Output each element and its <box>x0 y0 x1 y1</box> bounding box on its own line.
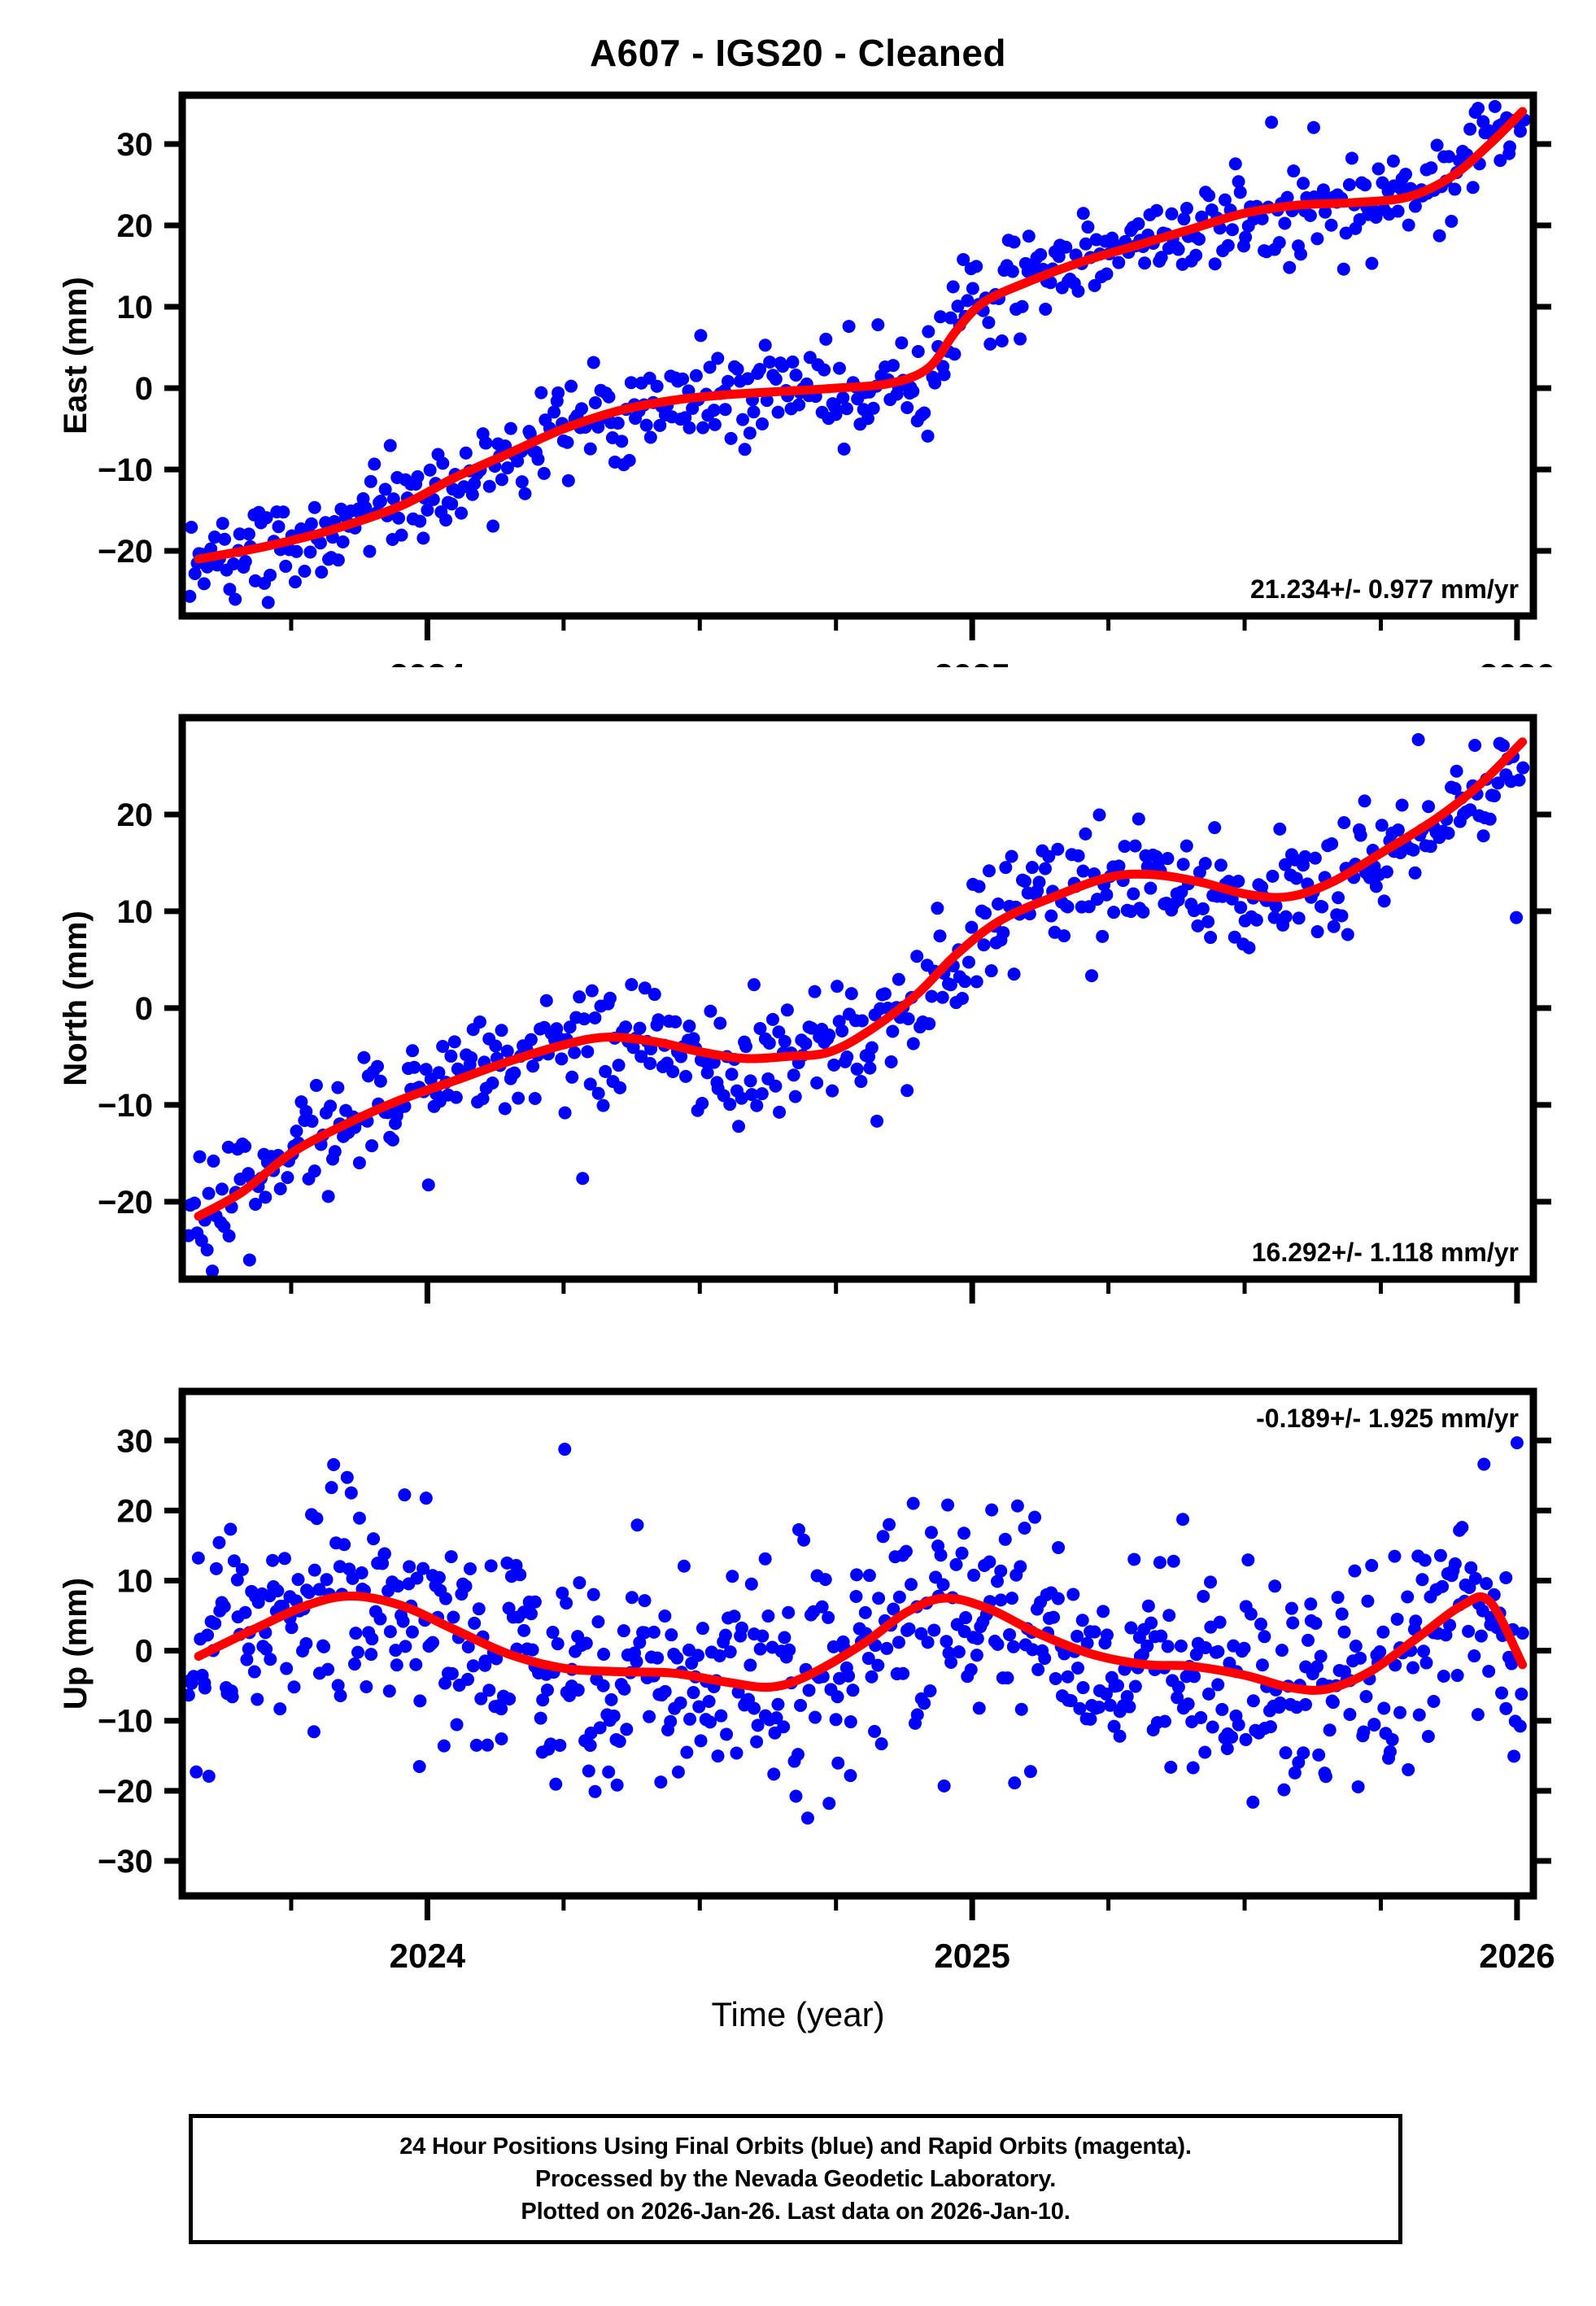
x-tick-label: 2024 <box>390 1937 466 1975</box>
plot-frame <box>178 714 1537 1283</box>
y-tick-label: −20 <box>98 534 153 570</box>
y-tick-label: 0 <box>135 371 153 407</box>
y-tick-label: 0 <box>135 991 153 1027</box>
y-axis-label: East (mm) <box>58 277 94 434</box>
y-tick-label: 0 <box>135 1634 153 1670</box>
y-tick-label: 20 <box>117 797 154 833</box>
y-tick-label: 20 <box>117 208 154 244</box>
y-tick-label: 30 <box>117 1423 154 1459</box>
y-axis-label: North (mm) <box>58 911 94 1086</box>
panel-up: 30 20 10 0 −10 −20 −30 2024 2025 2026 -0.189+/- 1.… <box>0 1310 1596 2026</box>
caption-box: 24 Hour Positions Using Final Orbits (bl… <box>189 2114 1402 2244</box>
scatter-points <box>182 732 1530 1278</box>
trend-line <box>194 1591 1528 1695</box>
trend-line <box>194 107 1528 564</box>
y-tick-label: −30 <box>98 1844 153 1880</box>
scatter-points <box>182 1436 1529 1825</box>
scatter-points <box>183 99 1531 609</box>
plot-frame <box>178 91 1537 620</box>
y-axis-label: Up (mm) <box>58 1578 94 1710</box>
rate-annotation: 21.234+/- 0.977 mm/yr <box>1250 574 1519 604</box>
up-plot-svg: 30 20 10 0 −10 −20 −30 2024 2025 2026 -0.189+/- 1.… <box>58 1387 1555 1975</box>
y-tick-label: −20 <box>98 1185 153 1221</box>
caption-line-1: 24 Hour Positions Using Final Orbits (bl… <box>399 2133 1192 2160</box>
y-tick-label: 10 <box>117 290 154 325</box>
x-tick-label: 2025 <box>934 1937 1009 1975</box>
y-tick-label: 10 <box>117 894 154 930</box>
plot-frame <box>178 1387 1537 1900</box>
rate-annotation: 16.292+/- 1.118 mm/yr <box>1252 1238 1519 1267</box>
panel-east: 30 20 10 0 −10 −20 2024 2025 2026 21.234+/- 0.977… <box>0 0 1596 667</box>
x-axis-ticks: 2024 2025 2026 <box>289 616 1555 667</box>
y-axis-ticks: 30 20 10 0 −10 −20 <box>98 127 1551 570</box>
y-tick-label: 10 <box>117 1564 154 1600</box>
east-plot-svg: 30 20 10 0 −10 −20 2024 2025 2026 21.234+/- 0.977… <box>58 91 1555 667</box>
caption-line-3: Plotted on 2026-Jan-26. Last data on 202… <box>521 2199 1071 2225</box>
x-tick-label: 2026 <box>1479 657 1555 667</box>
y-tick-label: −20 <box>98 1774 153 1810</box>
x-tick-label: 2024 <box>390 657 466 667</box>
y-tick-label: −10 <box>98 1088 153 1124</box>
y-tick-label: 30 <box>117 127 154 163</box>
y-axis-ticks: 20 10 0 −10 −20 <box>98 797 1551 1221</box>
trend-line <box>194 737 1528 1221</box>
data-layer <box>182 1436 1529 1825</box>
rate-annotation: -0.189+/- 1.925 mm/yr <box>1256 1404 1519 1433</box>
y-axis-ticks: 30 20 10 0 −10 −20 −30 <box>98 1423 1551 1880</box>
caption-line-2: Processed by the Nevada Geodetic Laborat… <box>534 2165 1057 2192</box>
data-layer <box>182 732 1530 1278</box>
x-tick-label: 2025 <box>934 657 1009 667</box>
y-tick-label: −10 <box>98 452 153 488</box>
y-tick-label: 20 <box>117 1493 154 1529</box>
y-tick-label: −10 <box>98 1704 153 1740</box>
x-axis-label: Time (year) <box>711 1995 885 2033</box>
x-tick-label: 2026 <box>1479 1937 1555 1975</box>
data-layer <box>183 99 1531 609</box>
page-title: A607 - IGS20 - Cleaned <box>589 32 1007 74</box>
x-axis-ticks: 2024 2025 2026 <box>289 1896 1555 1975</box>
